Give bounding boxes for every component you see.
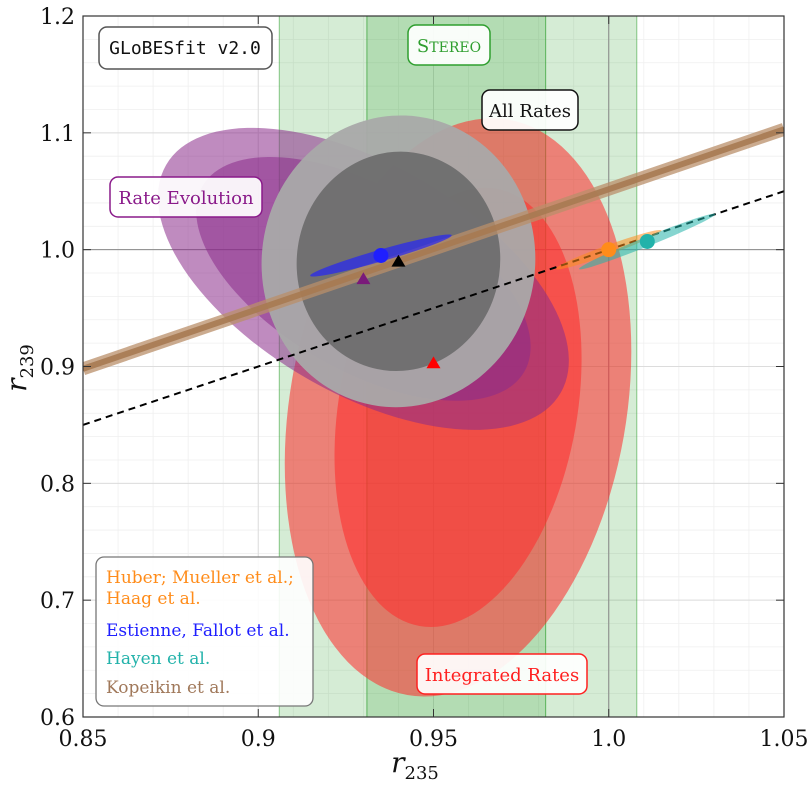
- y-tick-label: 0.8: [40, 472, 75, 497]
- title-box: [98, 26, 273, 70]
- x-tick-label: 0.9: [241, 727, 276, 752]
- y-tick-label: 1.1: [40, 122, 75, 147]
- y-axis-title: r239: [0, 344, 38, 392]
- y-tick-label: 0.7: [40, 589, 75, 614]
- all-rates-best-fit: [391, 254, 406, 267]
- legend-item-hayen: Hayen et al.: [106, 649, 210, 669]
- x-tick-label: 0.95: [409, 727, 458, 752]
- y-tick-label: 1.0: [40, 239, 75, 264]
- all-rates-label: All Rates: [488, 101, 571, 122]
- legend-item-huber-line1: Huber; Mueller et al.;: [106, 568, 294, 588]
- x-axis-title: r235: [391, 746, 439, 784]
- rate-evolution-label: Rate Evolution: [118, 188, 254, 209]
- x-tick-label: 1.05: [760, 727, 808, 752]
- integrated-rates-box: [416, 653, 588, 695]
- x-tick-label: 1.0: [591, 727, 626, 752]
- kopeikin-band-inner: [83, 126, 784, 372]
- integrated-rates-best-fit: [426, 356, 441, 369]
- annotations: STEREO All Rates Rate Evolution Integrated …: [109, 24, 588, 695]
- all-rates-box: [481, 89, 579, 131]
- legend-item-kopeikin: Kopeikin et al.: [106, 678, 230, 698]
- hayen-prediction-point: [639, 233, 655, 249]
- stereo-label: STEREO: [417, 36, 481, 57]
- y-tick-label: 0.9: [40, 356, 75, 381]
- stereo-box: [407, 24, 491, 66]
- rate-evolution-best-fit: [356, 272, 371, 285]
- rate-evolution-box: [109, 176, 263, 218]
- huber-prediction-point: [601, 242, 617, 258]
- y-tick-label: 0.6: [40, 706, 75, 731]
- estienne-prediction-point: [373, 248, 389, 264]
- y-tick-label: 1.2: [40, 5, 75, 30]
- title-box-text: GLoBESfit v2.0: [109, 38, 261, 59]
- plot-area: [83, 16, 784, 717]
- legend-box: [95, 556, 314, 707]
- legend-item-huber-line2: Haag et al.: [106, 589, 201, 609]
- x-tick-label: 0.85: [59, 727, 108, 752]
- legend-item-estienne: Estienne, Fallot et al.: [106, 621, 290, 641]
- axes: 0.85 0.9 0.95 1.0 1.05 0.6 0.7 0.8 0.9 1.0 1.1 1.2: [40, 5, 808, 752]
- integrated-rates-label: Integrated Rates: [425, 665, 579, 686]
